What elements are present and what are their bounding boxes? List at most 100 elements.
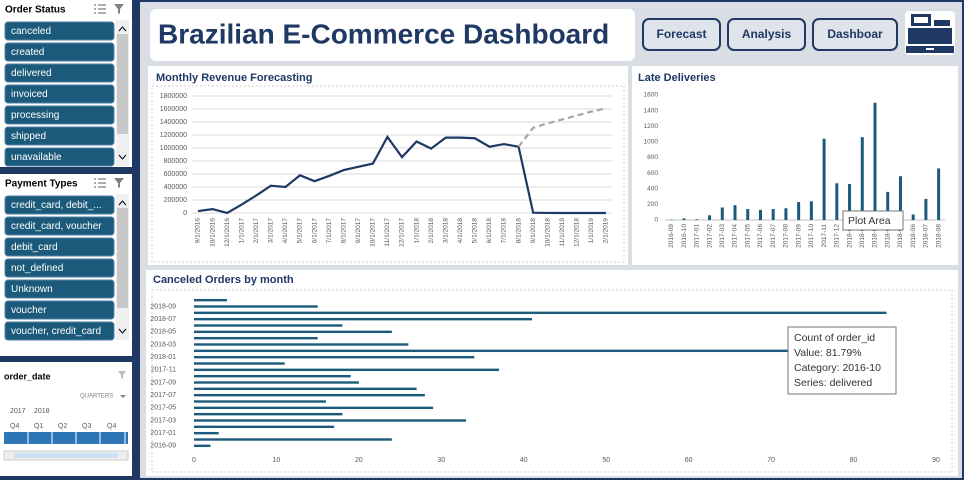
- x-tick-label: 2018-03: [872, 224, 879, 248]
- clear-filter-icon[interactable]: [118, 371, 126, 379]
- scroll-thumb[interactable]: [117, 208, 128, 308]
- slicer-item[interactable]: [4, 216, 115, 236]
- nav-button-label[interactable]: Dashboar: [827, 27, 883, 41]
- slicer-item[interactable]: [4, 195, 115, 215]
- x-tick-label: 3/1/2017: [268, 218, 275, 244]
- tooltip-text: Plot Area: [848, 215, 891, 227]
- slicer-item[interactable]: [4, 258, 115, 278]
- y-tick-label: 0: [183, 210, 187, 217]
- slicer-item-label[interactable]: delivered: [11, 68, 52, 79]
- x-tick-label: 2018-08: [935, 224, 942, 248]
- scroll-arrow[interactable]: [118, 328, 127, 334]
- slicer-item-label[interactable]: created: [11, 47, 44, 58]
- slicer-item-label[interactable]: voucher, credit_card: [11, 326, 101, 337]
- x-tick-label: 2017-10: [808, 224, 815, 248]
- y-tick-label: 1200000: [160, 132, 187, 139]
- slicer-item-label[interactable]: credit_card, debit_...: [11, 200, 102, 211]
- x-tick-label: 12/1/2016: [224, 218, 231, 247]
- slicer-item[interactable]: [4, 84, 115, 104]
- bar: [194, 317, 533, 321]
- slicer-item[interactable]: [4, 300, 115, 320]
- slicer-item-label[interactable]: processing: [11, 110, 59, 121]
- slicer-item[interactable]: [4, 126, 115, 146]
- chart-panel: [148, 66, 628, 265]
- dropdown-arrow[interactable]: [120, 395, 126, 398]
- slicer-item-label[interactable]: unavailable: [11, 152, 62, 163]
- slicer-item[interactable]: [4, 42, 115, 62]
- bar: [194, 349, 788, 353]
- nav-button-label[interactable]: Forecast: [656, 27, 706, 41]
- chart-title: Monthly Revenue Forecasting: [156, 72, 312, 84]
- x-tick-label: 9/1/2017: [355, 218, 362, 244]
- chart-panel: [632, 66, 958, 265]
- slicer-item-label[interactable]: credit_card, voucher: [11, 221, 102, 232]
- x-tick-label: 2017-01: [694, 224, 701, 248]
- clear-filter-icon[interactable]: [114, 4, 124, 14]
- nav-button[interactable]: [642, 18, 721, 51]
- slicer-item[interactable]: [4, 105, 115, 125]
- y-tick-label: 2017-03: [150, 417, 176, 424]
- icon-part: [908, 28, 952, 44]
- multi-select-icon[interactable]: [94, 178, 106, 188]
- x-tick-label: 2017-04: [732, 224, 739, 248]
- bar: [911, 214, 915, 220]
- scroll-arrow[interactable]: [118, 200, 127, 206]
- slicer-item[interactable]: [4, 21, 115, 41]
- clear-filter-icon[interactable]: [114, 178, 124, 188]
- slicer-item[interactable]: [4, 279, 115, 299]
- slicer-item-label[interactable]: voucher: [11, 305, 47, 316]
- y-tick-label: 2017-07: [150, 392, 176, 399]
- y-tick-label: 2018-05: [150, 329, 176, 336]
- bar: [898, 176, 902, 220]
- y-tick-label: 2017-11: [151, 367, 176, 374]
- x-tick-label: 2018-06: [910, 224, 917, 248]
- nav-button-label[interactable]: Analysis: [742, 27, 792, 41]
- timeline-level[interactable]: QUARTERS: [80, 394, 113, 400]
- y-tick-label: 2017-01: [150, 430, 176, 437]
- slicer-item-label[interactable]: shipped: [11, 131, 46, 142]
- slicer-item-label[interactable]: canceled: [11, 26, 51, 37]
- bar: [924, 198, 928, 220]
- slicer-item[interactable]: [4, 63, 115, 83]
- scroll-arrow[interactable]: [118, 26, 127, 32]
- nav-button[interactable]: [727, 18, 806, 51]
- tooltip-box: [842, 210, 904, 231]
- slicer-item[interactable]: [4, 321, 115, 341]
- y-tick-label: 1400000: [160, 119, 187, 126]
- x-tick-label: 1/1/2018: [413, 218, 420, 244]
- y-tick-label: 1600: [644, 92, 659, 99]
- slicer-item-label[interactable]: not_defined: [11, 263, 63, 274]
- y-tick-label: 1000000: [160, 145, 187, 152]
- scroll-arrow[interactable]: [118, 154, 127, 160]
- plot-area-border: [151, 85, 625, 263]
- y-tick-label: 200000: [164, 197, 187, 204]
- timeline-quarter: Q4: [10, 423, 19, 430]
- x-tick-label: 6/1/2018: [486, 218, 493, 244]
- y-tick-label: 400000: [164, 184, 187, 191]
- x-tick-label: 11/1/2017: [384, 218, 391, 247]
- scroll-thumb[interactable]: [117, 34, 128, 134]
- slicer-item-label[interactable]: invoiced: [11, 89, 48, 100]
- tooltip-text: Count of order_id: [794, 332, 875, 344]
- y-tick-label: 600: [647, 170, 658, 177]
- x-tick-label: 2017-12: [834, 224, 841, 248]
- slicer-item[interactable]: [4, 147, 115, 167]
- slicer-item-label[interactable]: Unknown: [11, 284, 53, 295]
- timeline-quarter: Q2: [58, 423, 67, 430]
- slicer-item[interactable]: [4, 237, 115, 257]
- slicer-title: Order Status: [5, 5, 66, 16]
- bar: [746, 209, 750, 220]
- y-tick-label: 2018-03: [150, 341, 176, 348]
- multi-select-icon[interactable]: [94, 4, 106, 14]
- y-tick-label: 1600000: [160, 106, 187, 113]
- bar: [194, 412, 343, 416]
- scroll-thumb[interactable]: [14, 453, 118, 458]
- x-tick-label: 10: [273, 457, 281, 464]
- timeline-bar[interactable]: [4, 432, 128, 444]
- register-icon: [905, 11, 955, 55]
- x-tick-label: 1/1/2017: [238, 218, 245, 244]
- slicer-item-label[interactable]: debit_card: [11, 242, 58, 253]
- nav-button[interactable]: [812, 18, 898, 51]
- x-tick-label: 60: [685, 457, 693, 464]
